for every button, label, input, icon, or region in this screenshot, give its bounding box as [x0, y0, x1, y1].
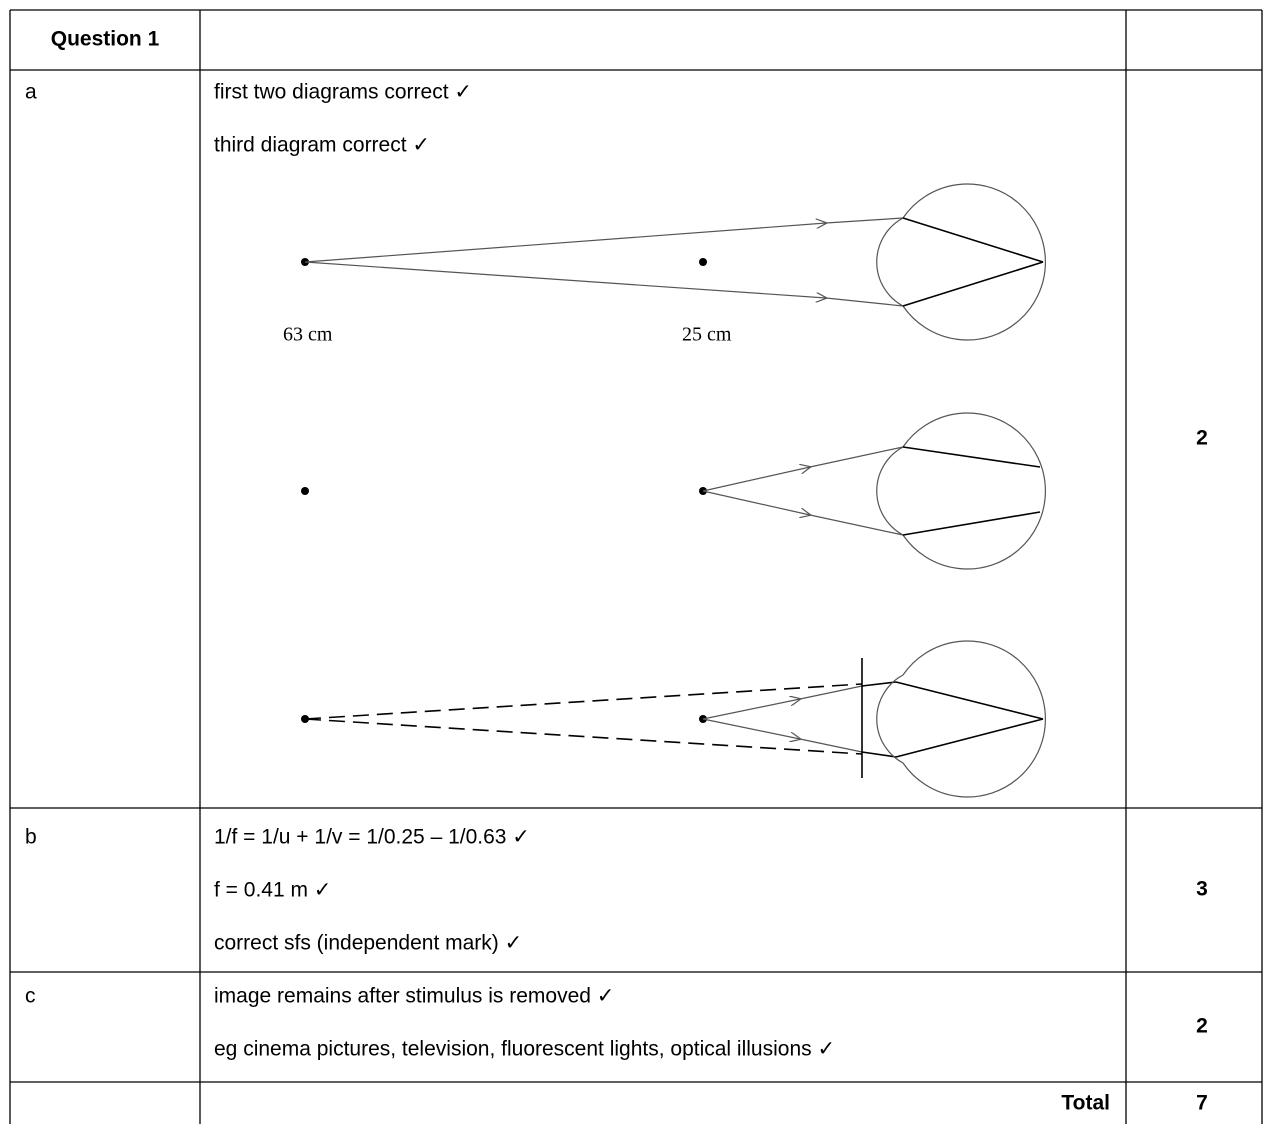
table-grid: [9, 9, 1263, 1124]
eye-diagram-3: [301, 640, 1047, 798]
answer-line: image remains after stimulus is removed …: [214, 985, 614, 1008]
answer-line: correct sfs (independent mark) ✓: [214, 932, 522, 955]
answer-line: third diagram correct ✓: [214, 134, 430, 157]
eye-diagram-2: [301, 412, 1047, 570]
distance-label: 63 cm: [283, 324, 333, 346]
distance-label: 25 cm: [682, 324, 732, 346]
total-label: Total: [1061, 1092, 1110, 1115]
marks: 2: [1196, 427, 1208, 450]
marks: 2: [1196, 1015, 1208, 1038]
part-label: a: [25, 81, 37, 104]
question-heading: Question 1: [51, 28, 160, 51]
total-marks: 7: [1196, 1092, 1208, 1115]
answer-line: 1/f = 1/u + 1/v = 1/0.25 – 1/0.63 ✓: [214, 826, 530, 849]
marks: 3: [1196, 878, 1208, 901]
part-label: b: [25, 826, 37, 849]
eye-diagram-1: 63 cm 25 cm: [283, 183, 1047, 346]
answer-line: eg cinema pictures, television, fluoresc…: [214, 1038, 835, 1061]
answer-line: f = 0.41 m ✓: [214, 879, 331, 902]
part-label: c: [25, 985, 36, 1008]
answer-line: first two diagrams correct ✓: [214, 81, 472, 104]
